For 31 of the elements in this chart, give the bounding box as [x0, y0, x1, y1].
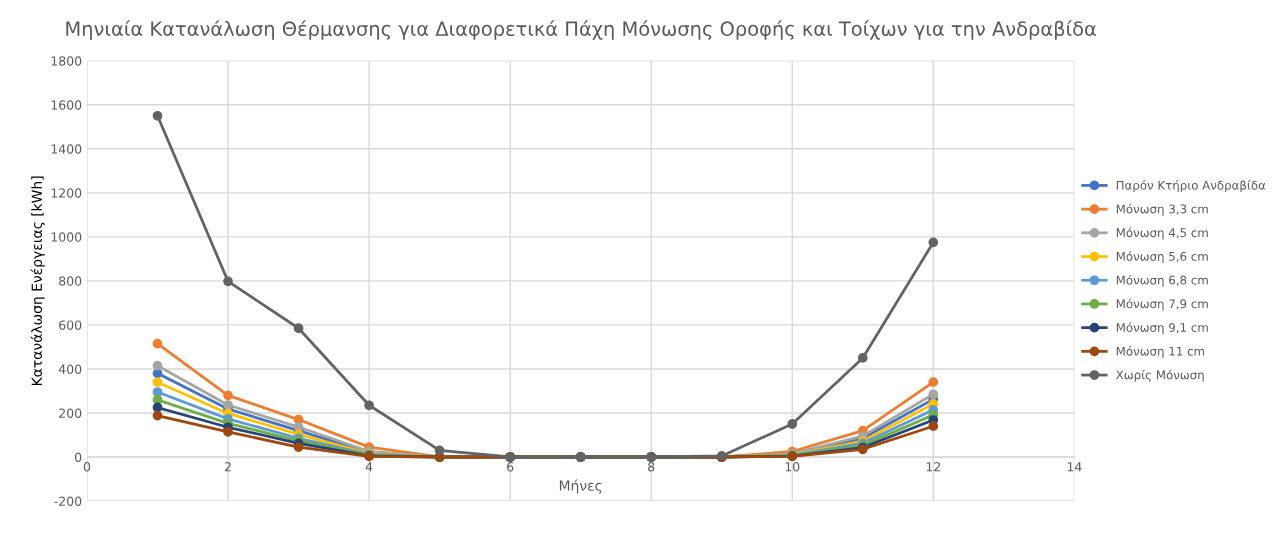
chart-title: Μηνιαία Κατανάλωση Θέρμανσης για Διαφορετικά Πάχη Μόνωσης Οροφής και Τοίχων για την Ανδραβίδα [66, 20, 1096, 40]
y-tick-label: 1600 [51, 100, 82, 110]
x-tick-label: 6 [507, 462, 514, 472]
legend-label: Μόνωση 6,8 cm [1116, 274, 1208, 287]
y-axis-title: Κατανάλωση Ενέργειας [kWh] [30, 176, 45, 386]
legend-label: Μόνωση 3,3 cm [1116, 203, 1208, 216]
y-tick-label: 800 [59, 276, 82, 286]
x-tick-label: 0 [83, 462, 91, 472]
legend-label: Μόνωση 5,6 cm [1116, 251, 1208, 264]
y-tick-label: 400 [58, 364, 82, 374]
x-tick-label: 8 [648, 462, 655, 472]
x-axis-title: Μήνες [559, 479, 602, 494]
legend-label: Μόνωση 7,9 cm [1116, 298, 1208, 311]
legend-label: Μόνωση 4,5 cm [1116, 227, 1208, 240]
y-tick-label: 0 [74, 452, 82, 462]
x-tick-label: 12 [926, 462, 941, 472]
y-tick-label: 1400 [51, 144, 82, 154]
x-tick-label: 2 [224, 462, 231, 472]
y-tick-label: -200 [54, 496, 82, 506]
legend-label: Μόνωση 9,1 cm [1116, 322, 1208, 335]
y-tick-label: 200 [59, 408, 82, 418]
legend-label: Χωρίς Μόνωση [1116, 369, 1204, 382]
x-tick-label: 14 [1067, 462, 1082, 472]
y-tick-label: 1200 [51, 188, 82, 198]
legend-label: Μόνωση 11 cm [1116, 346, 1205, 358]
legend-label: Παρόν Κτήριο Ανδραβίδα [1116, 180, 1266, 193]
y-tick-label: 600 [59, 320, 82, 330]
x-tick-label: 4 [365, 462, 373, 472]
y-tick-label: 1000 [51, 232, 82, 242]
x-tick-label: 10 [785, 462, 800, 472]
y-tick-label: 1800 [51, 56, 82, 66]
